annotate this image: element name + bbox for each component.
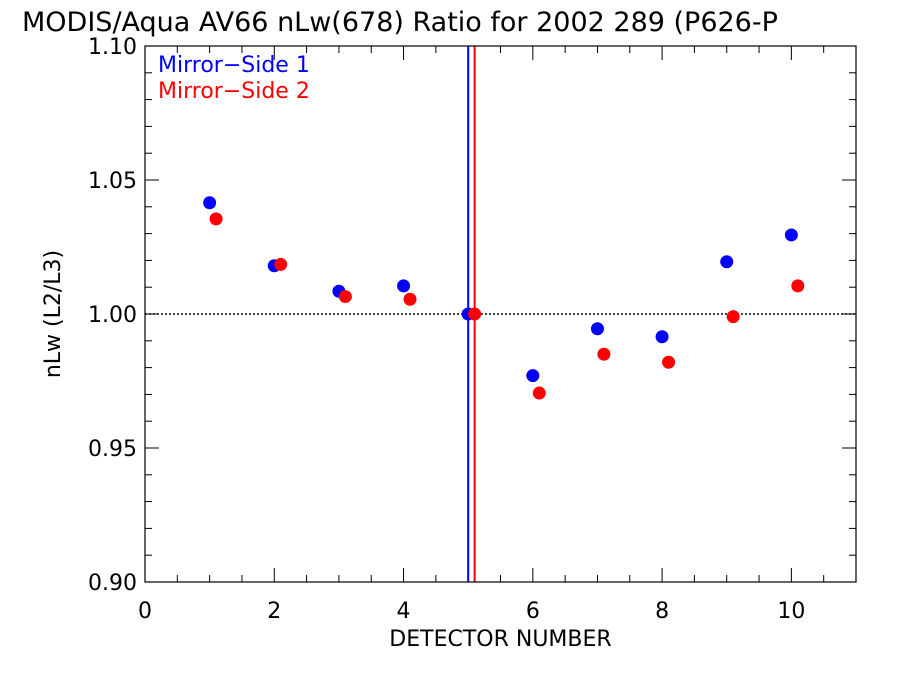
reference-lines xyxy=(145,46,856,582)
chart-title: MODIS/Aqua AV66 nLw(678) Ratio for 2002 … xyxy=(22,7,778,38)
legend-label-mirror-side-1: Mirror−Side 1 xyxy=(158,53,310,78)
data-point-series-1 xyxy=(526,369,540,383)
y-axis-label: nLw (L2/L3) xyxy=(41,250,66,378)
data-point-series-1 xyxy=(655,330,669,344)
y-tick-label: 1.05 xyxy=(88,169,137,194)
plot-frame xyxy=(144,45,857,583)
y-tick-labels: 0.90 0.95 1.00 1.05 1.10 xyxy=(88,35,137,596)
x-tick-label: 8 xyxy=(655,599,669,624)
y-tick-label: 1.10 xyxy=(88,35,137,60)
data-point-series-2 xyxy=(791,279,805,293)
data-point-series-1 xyxy=(784,228,798,242)
data-point-series-1 xyxy=(590,322,604,336)
y-tick-label: 0.95 xyxy=(88,437,137,462)
data-point-series-2 xyxy=(662,355,676,369)
data-point-series-2 xyxy=(597,347,611,361)
data-points xyxy=(203,196,805,400)
data-point-series-2 xyxy=(209,212,223,226)
x-tick-label: 0 xyxy=(138,599,152,624)
data-point-series-2 xyxy=(403,292,417,306)
data-point-series-2 xyxy=(274,257,288,271)
data-point-series-1 xyxy=(720,255,734,269)
legend-label-mirror-side-2: Mirror−Side 2 xyxy=(158,79,310,104)
data-point-series-2 xyxy=(726,310,740,324)
data-point-series-2 xyxy=(468,307,482,321)
x-tick-label: 10 xyxy=(777,599,805,624)
data-point-series-2 xyxy=(338,290,352,304)
x-tick-label: 4 xyxy=(397,599,411,624)
x-tick-label: 2 xyxy=(267,599,281,624)
legend: Mirror−Side 1 Mirror−Side 2 xyxy=(158,53,310,104)
y-tick-label: 1.00 xyxy=(88,303,137,328)
y-tick-label: 0.90 xyxy=(88,571,137,596)
x-tick-labels: 0 2 4 6 8 10 xyxy=(138,599,805,624)
x-tick-label: 6 xyxy=(526,599,540,624)
data-point-series-1 xyxy=(397,279,411,293)
x-axis-label: DETECTOR NUMBER xyxy=(389,627,611,652)
data-point-series-1 xyxy=(203,196,217,210)
data-point-series-2 xyxy=(532,386,546,400)
